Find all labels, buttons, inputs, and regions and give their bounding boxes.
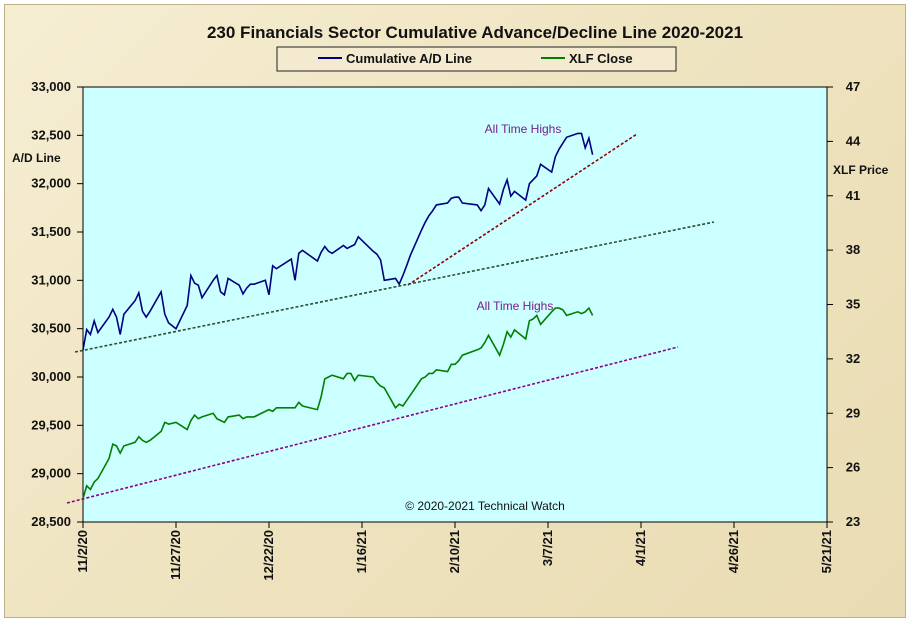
x-tick-label: 1/16/21 [354, 530, 369, 573]
left-tick-label: 28,500 [31, 514, 71, 529]
legend-label-xlf: XLF Close [569, 51, 633, 66]
x-tick-label: 2/10/21 [447, 530, 462, 573]
x-tick-label: 3/7/21 [540, 530, 555, 566]
annotation-ad-high: All Time Highs [485, 122, 562, 136]
left-tick-label: 29,000 [31, 466, 71, 481]
ad-trend-line [407, 133, 638, 286]
trend-lines [66, 133, 715, 504]
right-tick-label: 26 [846, 460, 860, 475]
left-axis: 28,500 29,000 29,500 30,000 30,500 31,000 31,5… [31, 79, 83, 529]
x-tick-label: 11/27/20 [168, 530, 183, 580]
xlf-trend-line [66, 346, 679, 504]
chart-title: 230 Financials Sector Cumulative Advance… [207, 23, 743, 42]
series-line-xlf [82, 306, 594, 499]
right-tick-label: 38 [846, 242, 860, 257]
legend-label-ad: Cumulative A/D Line [346, 51, 472, 66]
left-tick-label: 33,000 [31, 79, 71, 94]
left-tick-label: 31,500 [31, 224, 71, 239]
right-axis-label: XLF Price [833, 163, 889, 177]
right-axis: 23 26 29 32 35 38 41 44 47 [827, 79, 861, 529]
right-tick-label: 35 [846, 297, 860, 312]
x-tick-label: 5/21/21 [819, 530, 834, 573]
left-tick-label: 29,500 [31, 417, 71, 432]
x-axis: 11/2/20 11/27/20 12/22/20 1/16/21 2/10/21 3/7… [75, 522, 834, 581]
right-tick-label: 44 [846, 133, 861, 148]
right-tick-label: 32 [846, 351, 860, 366]
x-tick-label: 11/2/20 [75, 530, 90, 573]
right-tick-label: 23 [846, 514, 860, 529]
series-line-ad [82, 132, 594, 351]
left-tick-label: 31,000 [31, 272, 71, 287]
legend: Cumulative A/D Line XLF Close [276, 46, 677, 72]
right-tick-label: 29 [846, 405, 860, 420]
left-tick-label: 32,000 [31, 176, 71, 191]
right-tick-label: 41 [846, 188, 860, 203]
left-axis-label: A/D Line [12, 151, 61, 165]
legend-box [276, 46, 677, 72]
left-tick-label: 30,000 [31, 369, 71, 384]
right-tick-label: 47 [846, 79, 860, 94]
copyright: © 2020-2021 Technical Watch [405, 499, 565, 513]
long-term-trend-line [74, 221, 715, 353]
left-tick-label: 30,500 [31, 321, 71, 336]
plot-area [82, 86, 828, 523]
left-tick-label: 32,500 [31, 127, 71, 142]
x-tick-label: 4/26/21 [726, 530, 741, 573]
x-tick-label: 12/22/20 [261, 530, 276, 581]
annotation-xlf-high: All Time Highs [477, 299, 554, 313]
x-tick-label: 4/1/21 [633, 530, 648, 566]
